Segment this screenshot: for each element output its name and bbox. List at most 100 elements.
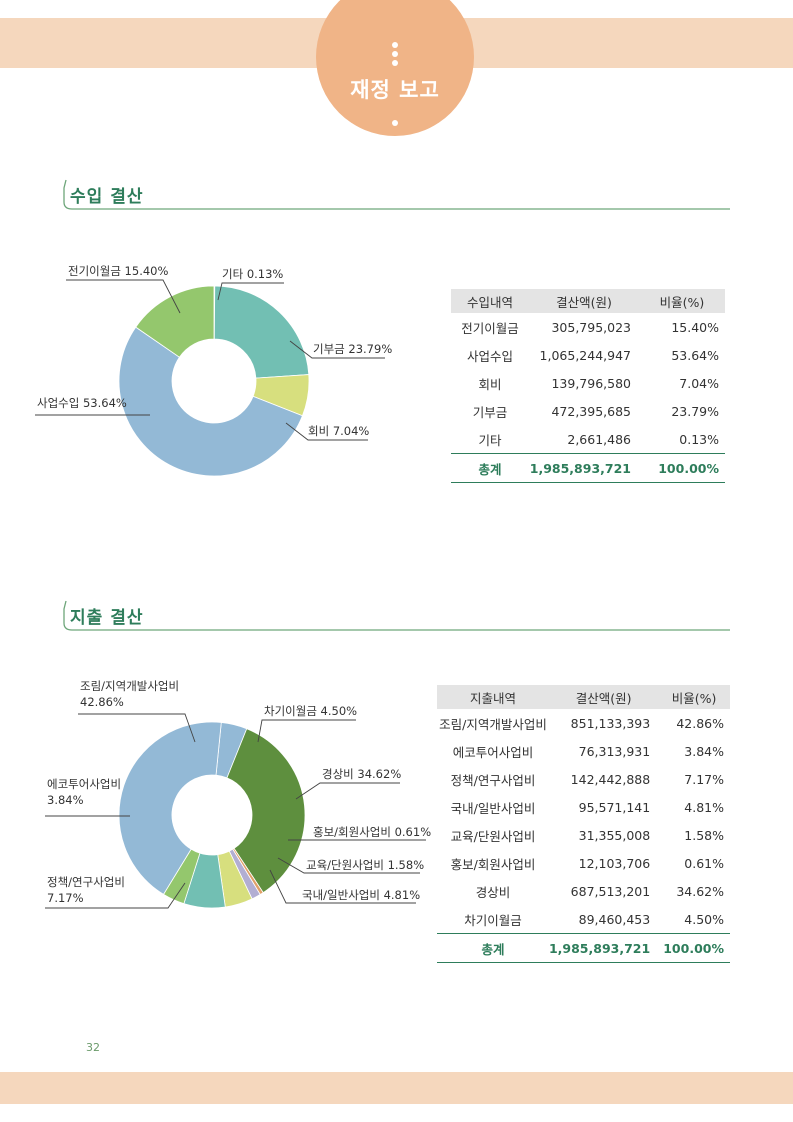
leader-line xyxy=(295,782,400,800)
table-cell: 총계 xyxy=(437,933,549,963)
dot-icon xyxy=(392,51,398,57)
expense-section-rule xyxy=(63,600,730,631)
income-section-title: 수입 결산 xyxy=(70,187,144,207)
table-row: 조림/지역개발사업비 851,133,393 42.86% xyxy=(437,709,730,737)
leader-line xyxy=(217,282,284,301)
table-cell: 전기이월금 xyxy=(461,320,519,336)
expense-table: 지출내역 결산액(원) 비율(%) 조림/지역개발사업비 851,133,393 4… xyxy=(437,685,730,963)
donut-slice-0-3 xyxy=(118,326,303,477)
donut-slice-0-1 xyxy=(213,285,310,379)
table-cell: 1,985,893,721 xyxy=(529,453,639,483)
table-row: 교육/단원사업비 31,355,008 1.58% xyxy=(437,821,730,849)
table-cell: 15.40% xyxy=(671,319,719,335)
table-cell: 100.00% xyxy=(658,933,730,963)
slice-label: 7.17% xyxy=(47,891,84,905)
table-cell: 139,796,580 xyxy=(551,375,631,391)
leader-line xyxy=(277,857,420,874)
income-table: 수입내역 결산액(원) 비율(%) 전기이월금 305,795,023 15.40%… xyxy=(451,289,725,483)
slice-label: 국내/일반사업비 4.81% xyxy=(302,888,420,902)
table-total-row: 총계 1,985,893,721 100.00% xyxy=(451,453,725,483)
slice-label: 전기이월금 15.40% xyxy=(68,264,168,278)
income-donut-chart: 기타 0.13% 기부금 23.79% 회비 7.04% 사업수입 53.64% 전기이… xyxy=(35,264,392,477)
leader-line xyxy=(285,422,368,441)
table-cell: 홍보/회원사업비 xyxy=(450,856,536,872)
table-cell: 12,103,706 xyxy=(578,855,651,871)
table-cell: 7.17% xyxy=(684,771,724,787)
table-cell: 4.81% xyxy=(684,799,724,815)
page-title: 재정 보고 xyxy=(350,78,440,102)
table-cell: 회비 xyxy=(478,376,502,392)
table-cell: 53.64% xyxy=(671,347,719,363)
donut-slice-1-7 xyxy=(118,721,222,895)
table-cell: 기타 xyxy=(478,432,502,448)
donut-slice-0-4 xyxy=(135,285,215,358)
table-cell: 1,065,244,947 xyxy=(539,347,631,363)
slice-label: 경상비 34.62% xyxy=(322,767,401,781)
table-cell: 31,355,008 xyxy=(578,827,651,843)
table-cell: 851,133,393 xyxy=(570,715,651,731)
table-cell: 1,985,893,721 xyxy=(548,933,659,963)
slice-label: 3.84% xyxy=(47,793,84,807)
table-row: 전기이월금 305,795,023 15.40% xyxy=(451,313,725,341)
dot-icon xyxy=(392,42,398,48)
slice-label: 교육/단원사업비 1.58% xyxy=(306,858,424,872)
table-cell: 76,313,931 xyxy=(578,743,651,759)
table-total-row: 총계 1,985,893,721 100.00% xyxy=(437,933,730,963)
footer-band xyxy=(0,1072,793,1104)
table-cell: 교육/단원사업비 xyxy=(450,828,536,844)
table-cell: 차기이월금 xyxy=(464,912,522,928)
table-cell: 조림/지역개발사업비 xyxy=(439,716,547,732)
slice-label: 차기이월금 4.50% xyxy=(264,704,357,718)
table-cell: 95,571,141 xyxy=(578,799,651,815)
slice-label: 회비 7.04% xyxy=(308,424,369,438)
dot-icon xyxy=(392,120,398,126)
slice-label: 에코투어사업비 xyxy=(47,777,121,791)
table-cell: 7.04% xyxy=(679,375,719,391)
table-cell: 2,661,486 xyxy=(567,431,631,447)
leader-line xyxy=(289,340,385,359)
table-cell: 기부금 xyxy=(472,404,508,420)
table-cell: 경상비 xyxy=(475,884,511,900)
table-header: 결산액(원) xyxy=(529,289,639,313)
leader-line xyxy=(269,869,416,904)
expense-section-title: 지출 결산 xyxy=(70,608,144,628)
table-row: 홍보/회원사업비 12,103,706 0.61% xyxy=(437,849,730,877)
slice-label: 사업수입 53.64% xyxy=(37,396,127,410)
table-header: 수입내역 xyxy=(451,289,529,313)
slice-label: 조림/지역개발사업비 xyxy=(80,679,179,693)
table-cell: 총계 xyxy=(451,453,529,483)
table-row: 국내/일반사업비 95,571,141 4.81% xyxy=(437,793,730,821)
table-row: 에코투어사업비 76,313,931 3.84% xyxy=(437,737,730,765)
table-cell: 1.58% xyxy=(684,827,724,843)
table-cell: 142,442,888 xyxy=(570,771,651,787)
slice-label: 기부금 23.79% xyxy=(313,342,392,356)
table-cell: 0.61% xyxy=(684,855,724,871)
slice-label: 42.86% xyxy=(80,695,124,709)
table-cell: 34.62% xyxy=(676,883,724,899)
table-cell: 42.86% xyxy=(676,715,724,731)
table-cell: 정책/연구사업비 xyxy=(450,772,536,788)
leader-line xyxy=(66,279,181,314)
table-cell: 국내/일반사업비 xyxy=(450,800,536,816)
table-cell: 4.50% xyxy=(684,911,724,927)
table-row: 경상비 687,513,201 34.62% xyxy=(437,877,730,905)
table-cell: 에코투어사업비 xyxy=(452,744,534,760)
table-cell: 687,513,201 xyxy=(570,883,651,899)
slice-label: 홍보/회원사업비 0.61% xyxy=(313,825,431,839)
table-row: 회비 139,796,580 7.04% xyxy=(451,369,725,397)
table-header-row: 지출내역 결산액(원) 비율(%) xyxy=(437,685,730,709)
table-header: 비율(%) xyxy=(639,289,725,313)
table-cell: 472,395,685 xyxy=(551,403,631,419)
table-row: 사업수입 1,065,244,947 53.64% xyxy=(451,341,725,369)
slice-label: 정책/연구사업비 xyxy=(47,875,125,889)
table-row: 차기이월금 89,460,453 4.50% xyxy=(437,905,730,934)
table-cell: 23.79% xyxy=(671,403,719,419)
page-number: 32 xyxy=(86,1041,100,1054)
table-cell: 사업수입 xyxy=(466,348,513,364)
table-header: 결산액(원) xyxy=(548,685,659,709)
table-cell: 89,460,453 xyxy=(578,911,651,927)
donut-slice-1-1 xyxy=(226,728,306,894)
table-header: 지출내역 xyxy=(437,685,549,709)
income-section-rule xyxy=(63,179,730,210)
table-row: 기부금 472,395,685 23.79% xyxy=(451,397,725,425)
